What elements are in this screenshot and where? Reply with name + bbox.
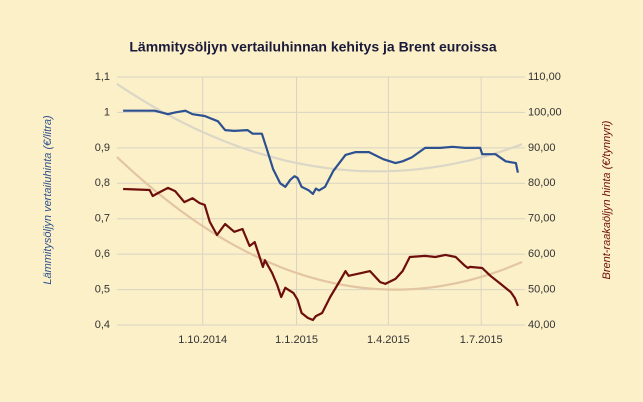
chart-title: Lämmitysöljyn vertailuhinnan kehitys ja …: [129, 39, 496, 55]
x-tick-label: 1.7.2015: [460, 334, 503, 346]
y-tick-label: 0,9: [95, 142, 110, 154]
y-tick-label: 0,5: [95, 283, 110, 295]
y2-tick-label: 90,00: [528, 142, 556, 154]
y2-tick-label: 60,00: [528, 248, 556, 260]
y2-tick-label: 40,00: [528, 319, 556, 331]
y-tick-label: 1: [104, 106, 110, 118]
y-tick-label: 0,7: [95, 213, 110, 225]
x-tick-label: 1.10.2014: [178, 334, 227, 346]
y-tick-label: 0,4: [95, 319, 110, 331]
series-line: [123, 109, 519, 195]
trendline: [116, 82, 523, 173]
y2-tick-label: 100,00: [528, 106, 562, 118]
x-tick-label: 1.4.2015: [367, 334, 410, 346]
y2-tick-label: 80,00: [528, 177, 556, 189]
y2-axis-label: Brent-raakaöljyn hinta (€/tynnyri): [601, 120, 613, 279]
y-tick-label: 1,1: [95, 71, 110, 83]
x-tick-label: 1.1.2015: [275, 334, 318, 346]
y2-tick-label: 50,00: [528, 283, 556, 295]
y-axis-label: Lämmitysöljyn vertailuhinta (€/litra): [42, 115, 54, 285]
y2-tick-label: 110,00: [528, 71, 561, 83]
y-tick-label: 0,8: [95, 177, 110, 189]
y2-tick-label: 70,00: [528, 213, 556, 225]
series-line: [123, 186, 519, 322]
trendline: [116, 156, 523, 291]
y-tick-label: 0,6: [95, 248, 110, 260]
